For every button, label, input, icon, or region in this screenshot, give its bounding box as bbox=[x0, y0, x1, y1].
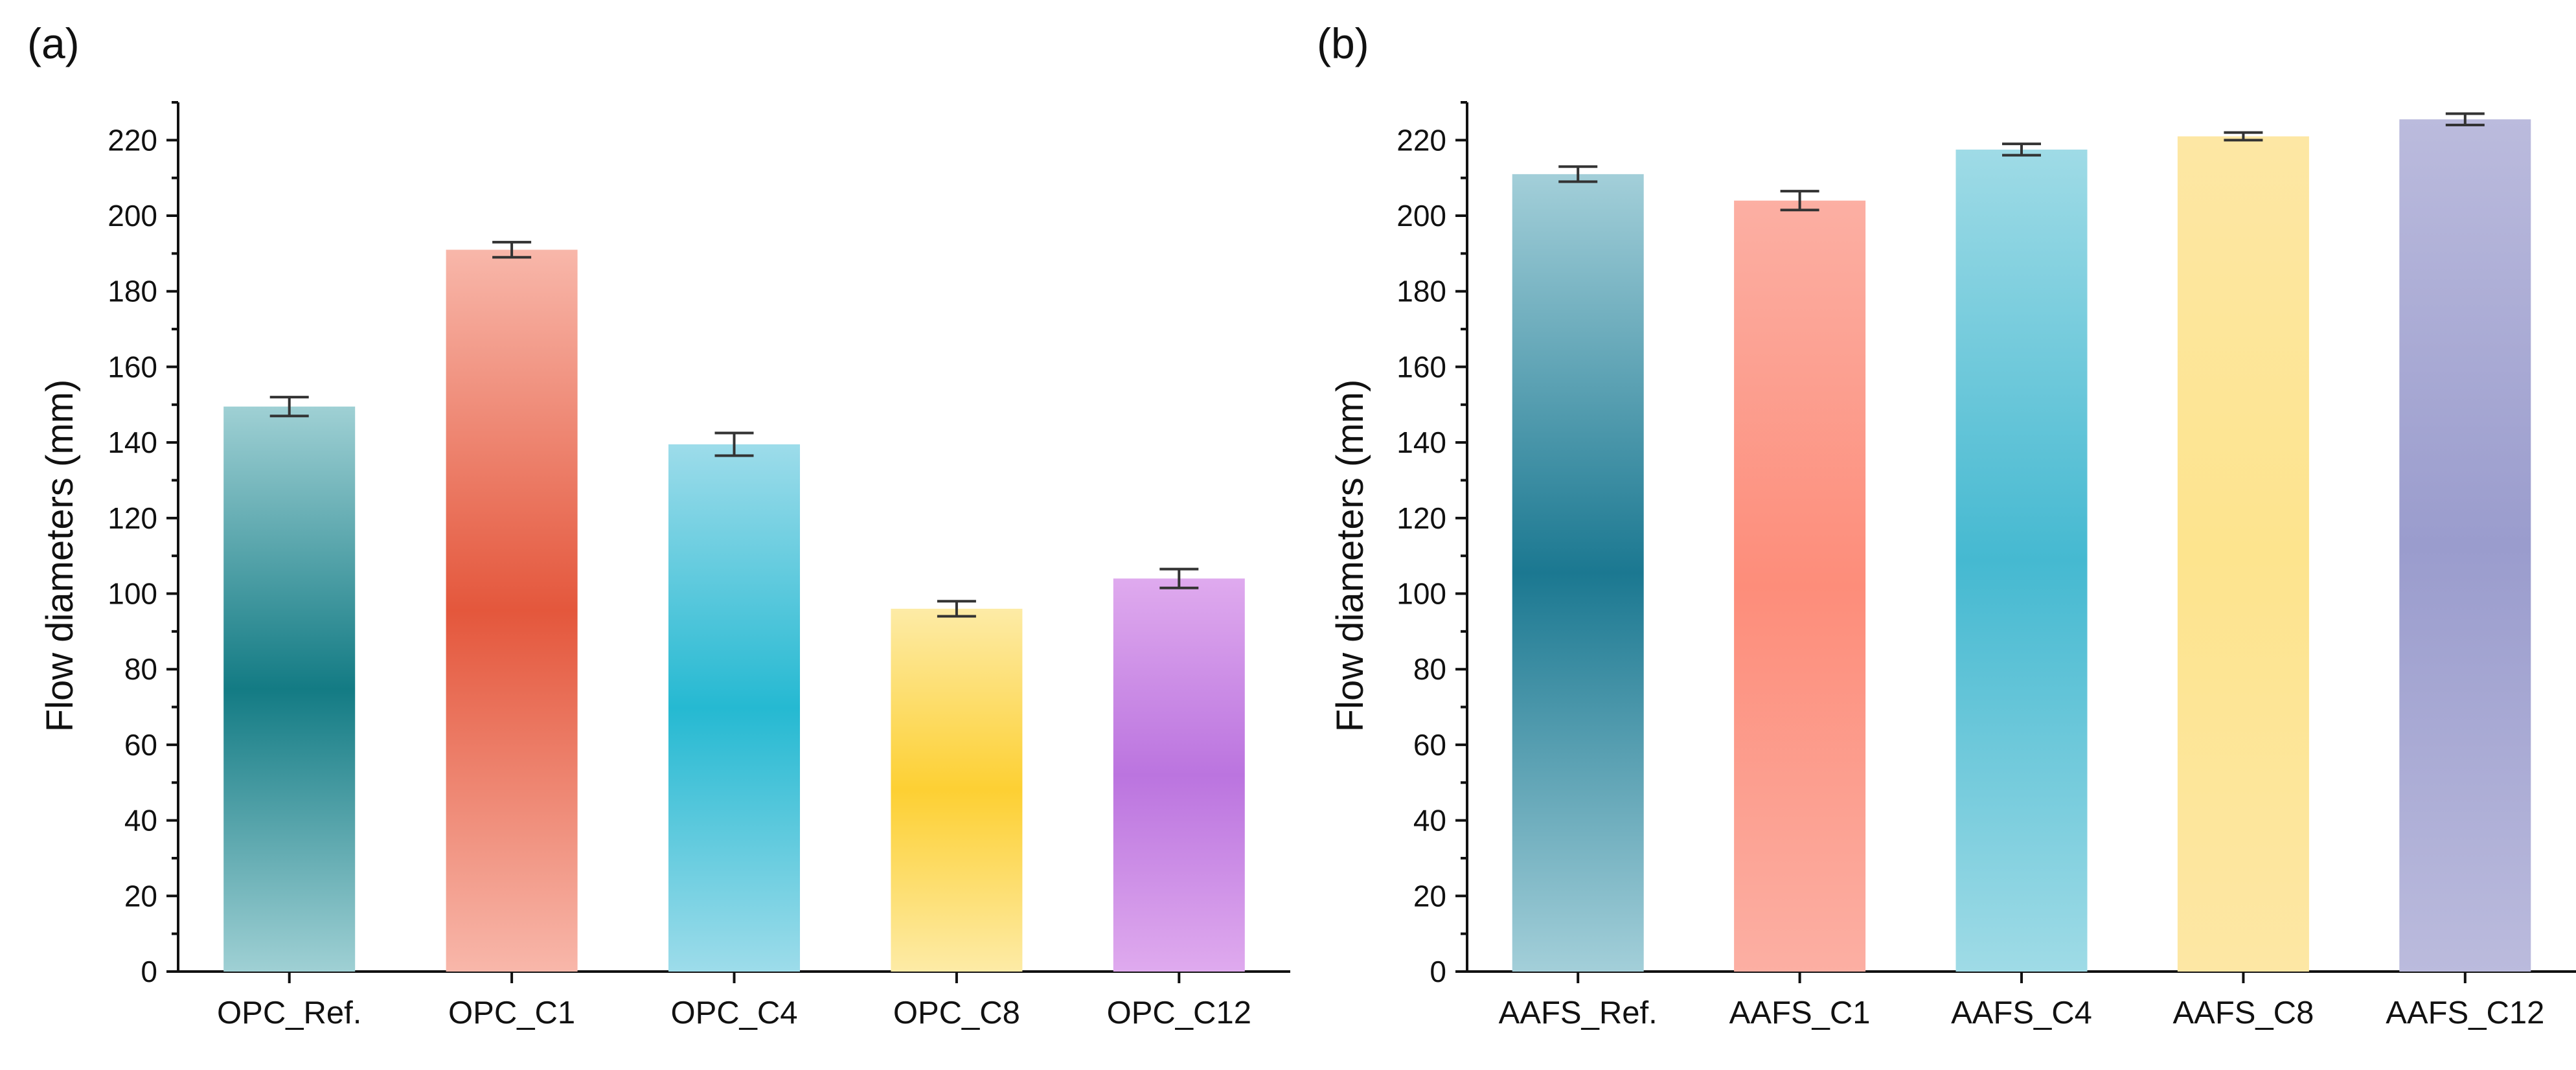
x-tick-label: OPC_C1 bbox=[448, 996, 575, 1030]
bar-aafs-c1 bbox=[1734, 200, 1866, 972]
y-tick-label: 60 bbox=[124, 728, 157, 762]
y-tick-label: 20 bbox=[124, 879, 157, 913]
y-tick-label: 180 bbox=[108, 275, 157, 308]
bar-aafs-c8 bbox=[2177, 136, 2309, 972]
panel-label: (a) bbox=[27, 19, 80, 67]
error-bar bbox=[937, 600, 976, 618]
y-tick-label: 60 bbox=[1413, 728, 1446, 762]
y-tick-label: 200 bbox=[108, 199, 157, 233]
x-tick-label: AAFS_C1 bbox=[1729, 996, 1871, 1030]
plot-area: 0 20 40 60 80 100 120 140 160 180 200 220 AAFS_Ref. A… bbox=[1396, 101, 2576, 1030]
y-tick-label: 180 bbox=[1396, 275, 1446, 308]
y-tick-label: 40 bbox=[1413, 804, 1446, 837]
panel-a: (a) Flow diameters (mm) 0 20 40 60 80 100 120 1… bbox=[27, 19, 1290, 1030]
y-tick-label: 120 bbox=[108, 501, 157, 535]
y-tick-label: 20 bbox=[1413, 879, 1446, 913]
x-tick-label: OPC_C4 bbox=[670, 996, 797, 1030]
bar-aafs-c12 bbox=[2399, 119, 2531, 972]
error-bar bbox=[2224, 131, 2263, 142]
y-tick-label: 100 bbox=[1396, 577, 1446, 611]
bar-opc-c8 bbox=[891, 608, 1023, 972]
error-bar bbox=[1558, 165, 1598, 183]
y-tick-label: 80 bbox=[1413, 652, 1446, 686]
bar-opc-c1 bbox=[446, 249, 578, 972]
error-bar bbox=[2445, 112, 2485, 127]
error-bar bbox=[269, 396, 309, 418]
x-tick-label: OPC_C8 bbox=[893, 996, 1020, 1030]
y-tick-label: 0 bbox=[1430, 955, 1446, 988]
y-tick-label: 140 bbox=[108, 426, 157, 459]
error-bar bbox=[714, 431, 754, 457]
y-axis-title: Flow diameters (mm) bbox=[1329, 380, 1371, 733]
y-tick-label: 40 bbox=[124, 804, 157, 837]
error-bar bbox=[492, 240, 532, 259]
y-tick-label: 100 bbox=[108, 577, 157, 611]
y-tick-label: 200 bbox=[1396, 199, 1446, 233]
y-tick-label: 160 bbox=[108, 350, 157, 383]
error-bar bbox=[2002, 142, 2041, 157]
x-tick-label: AAFS_C8 bbox=[2172, 996, 2314, 1030]
y-axis-title: Flow diameters (mm) bbox=[39, 380, 81, 733]
plot-area: 0 20 40 60 80 100 120 140 160 180 200 220 OPC_Ref. OP… bbox=[108, 101, 1290, 1030]
x-tick-label: AAFS_C4 bbox=[1951, 996, 2092, 1030]
y-tick-label: 80 bbox=[124, 652, 157, 686]
y-tick-label: 120 bbox=[1396, 501, 1446, 535]
x-tick-label: OPC_C12 bbox=[1107, 996, 1251, 1030]
y-tick-label: 140 bbox=[1396, 426, 1446, 459]
bar-opc-c4 bbox=[668, 444, 800, 972]
error-bar bbox=[1780, 190, 1819, 212]
bar-aafs-c4 bbox=[1955, 149, 2088, 972]
y-tick-label: 220 bbox=[1396, 123, 1446, 157]
y-tick-label: 0 bbox=[141, 955, 157, 988]
y-tick-label: 220 bbox=[108, 123, 157, 157]
y-tick-label: 160 bbox=[1396, 350, 1446, 383]
x-tick-label: AAFS_C12 bbox=[2386, 996, 2544, 1030]
panel-b: (b) Flow diameters (mm) 0 20 40 60 80 100 120 1… bbox=[1317, 19, 2576, 1030]
x-tick-label: OPC_Ref. bbox=[217, 996, 361, 1030]
bar-opc-ref bbox=[223, 406, 356, 972]
panel-label: (b) bbox=[1317, 19, 1369, 67]
bar-opc-c12 bbox=[1113, 578, 1245, 972]
bar-aafs-ref bbox=[1512, 174, 1644, 972]
x-tick-label: AAFS_Ref. bbox=[1499, 996, 1658, 1030]
error-bar bbox=[1159, 567, 1199, 589]
